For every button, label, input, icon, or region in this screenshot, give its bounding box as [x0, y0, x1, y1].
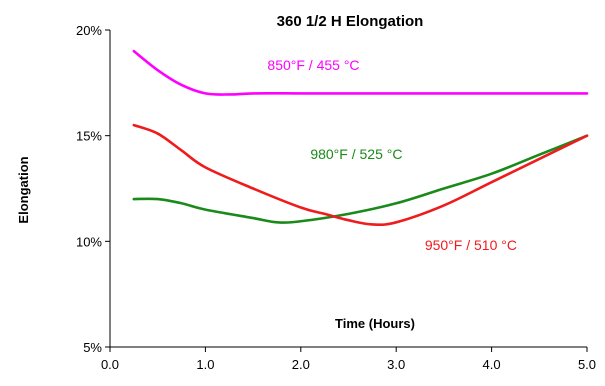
x-axis-title: Time (Hours)	[335, 316, 415, 331]
x-tick-label: 4.0	[483, 357, 501, 372]
series-line-2	[132, 123, 589, 227]
y-tick-label: 5%	[83, 340, 102, 355]
y-axis-title: Elongation	[16, 156, 31, 223]
x-tick-label: 3.0	[387, 357, 405, 372]
series-labels: 850°F / 455 °C 980°F / 525 °C 950°F / 510 …	[267, 57, 517, 253]
x-tick-label: 1.0	[196, 357, 214, 372]
x-tick-label: 2.0	[292, 357, 310, 372]
axes: 5% 10% 15% 20% 0.0 1.0 2.0 3.0 4.0 5.0	[76, 23, 596, 372]
series-label-0: 850°F / 455 °C	[267, 57, 359, 73]
y-tick-label: 15%	[76, 129, 102, 144]
series-group	[132, 49, 589, 227]
y-tick-label: 10%	[76, 234, 102, 249]
series-label-1: 980°F / 525 °C	[310, 146, 402, 162]
chart-title: 360 1/2 H Elongation	[277, 13, 424, 30]
y-tick-label: 20%	[76, 23, 102, 38]
series-label-2: 950°F / 510 °C	[425, 237, 517, 253]
series-line-1	[132, 134, 589, 224]
x-tick-label: 0.0	[101, 357, 119, 372]
x-tick-label: 5.0	[578, 357, 596, 372]
series-line-0	[132, 49, 589, 96]
